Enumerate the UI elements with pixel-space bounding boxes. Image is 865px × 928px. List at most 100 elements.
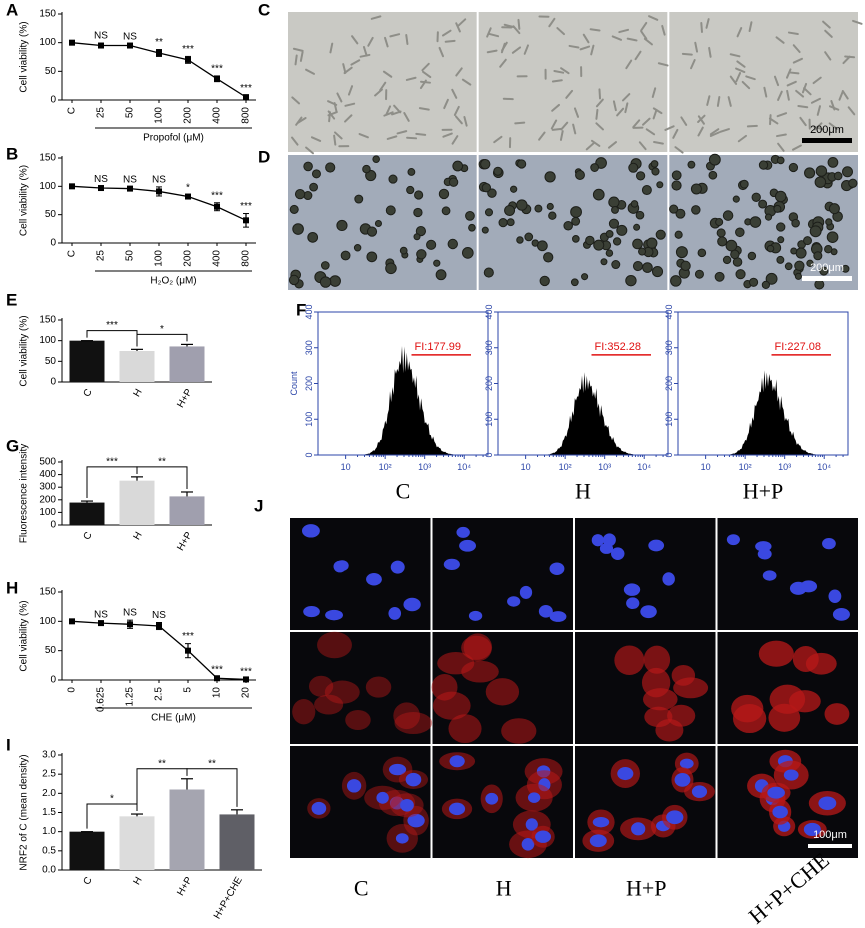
cell: [828, 122, 838, 130]
cell: [418, 107, 430, 111]
cytoplasm: [673, 677, 709, 699]
micrograph: [290, 632, 431, 744]
x-tick-label: H+P: [175, 875, 195, 898]
cell: [638, 141, 647, 151]
x-tick-label: 10⁴: [637, 462, 651, 472]
nucleus: [762, 570, 777, 581]
y-tick-label: 300: [39, 482, 56, 493]
cell: [512, 25, 521, 35]
cell: [758, 160, 769, 170]
cell: [776, 222, 786, 232]
cell: [735, 72, 742, 83]
point: [243, 217, 249, 224]
cell: [385, 105, 392, 116]
cell: [294, 54, 298, 66]
bar: [119, 351, 155, 382]
cell: [763, 86, 768, 98]
x-tick-label: 10²: [739, 462, 752, 472]
cell: [777, 236, 785, 244]
nucleus: [592, 817, 610, 828]
cell: [736, 60, 746, 68]
scale-label: 200μm: [810, 124, 844, 136]
cell: [730, 249, 740, 260]
cytoplasm: [641, 667, 671, 698]
cell: [717, 236, 728, 247]
cell: [825, 218, 833, 226]
cell: [640, 30, 648, 40]
cell: [632, 238, 643, 250]
cell: [493, 166, 503, 176]
cell: [634, 50, 642, 61]
panel-label: E: [6, 291, 17, 310]
cell: [536, 240, 548, 252]
cell: [543, 252, 554, 263]
cell: [773, 75, 780, 87]
cell: [546, 202, 554, 211]
cytoplasm: [317, 631, 352, 659]
x-tick-label: 50: [125, 107, 136, 119]
cell: [653, 141, 664, 145]
nucleus: [527, 792, 541, 803]
cell: [517, 159, 527, 169]
y-axis-label: NRF2 of C (mean density): [19, 754, 30, 870]
cell: [370, 15, 382, 20]
cell: [396, 130, 408, 135]
nucleus: [507, 596, 521, 607]
cell: [386, 135, 398, 140]
cytoplasm: [824, 703, 850, 725]
cell: [700, 22, 703, 33]
cell: [611, 206, 619, 214]
cell: [296, 117, 307, 124]
scale-bar: [802, 276, 852, 281]
point: [185, 193, 191, 200]
cell: [708, 170, 718, 180]
annotation: FI:177.99: [415, 341, 461, 353]
cell: [651, 87, 657, 98]
cell: [786, 89, 790, 101]
cell: [451, 135, 459, 145]
cell: [347, 85, 354, 96]
x-tick-label: C: [82, 530, 95, 542]
point: [127, 185, 133, 192]
nucleus: [648, 539, 665, 552]
cell: [776, 255, 785, 264]
cell: [841, 90, 849, 100]
cell: [709, 131, 721, 137]
cell: [618, 28, 630, 34]
cell: [311, 169, 321, 179]
cell: [611, 260, 621, 270]
y-tick-label: 1.5: [42, 807, 56, 818]
cytoplasm: [485, 678, 520, 706]
cell: [669, 204, 679, 214]
y-tick-label: 200: [664, 376, 674, 391]
point: [127, 621, 133, 628]
y-tick-label: 300: [304, 340, 314, 355]
y-tick-label: 1.0: [42, 826, 56, 837]
cell: [344, 102, 356, 107]
cell: [638, 247, 647, 256]
cytoplasm: [308, 675, 334, 697]
panel-label: J: [254, 497, 263, 516]
cell: [590, 163, 600, 172]
cell: [739, 179, 749, 189]
group-label: H: [575, 479, 591, 504]
cell: [288, 274, 300, 286]
x-tick-label: 5: [183, 687, 194, 693]
cell: [776, 112, 788, 118]
cell: [745, 75, 756, 81]
x-axis-label: Propofol (μM): [143, 133, 204, 144]
cell: [833, 171, 843, 181]
cell: [815, 165, 828, 177]
cell: [776, 156, 785, 165]
x-tick-label: 25: [96, 250, 107, 262]
cell: [329, 275, 341, 287]
cell: [709, 128, 720, 136]
x-tick-label: 200: [183, 107, 194, 124]
cell: [366, 226, 378, 237]
y-tick-label: 400: [484, 304, 494, 319]
point: [185, 647, 191, 654]
column-label: H+P: [626, 876, 667, 901]
column-label: C: [354, 876, 369, 901]
cell: [828, 105, 840, 111]
